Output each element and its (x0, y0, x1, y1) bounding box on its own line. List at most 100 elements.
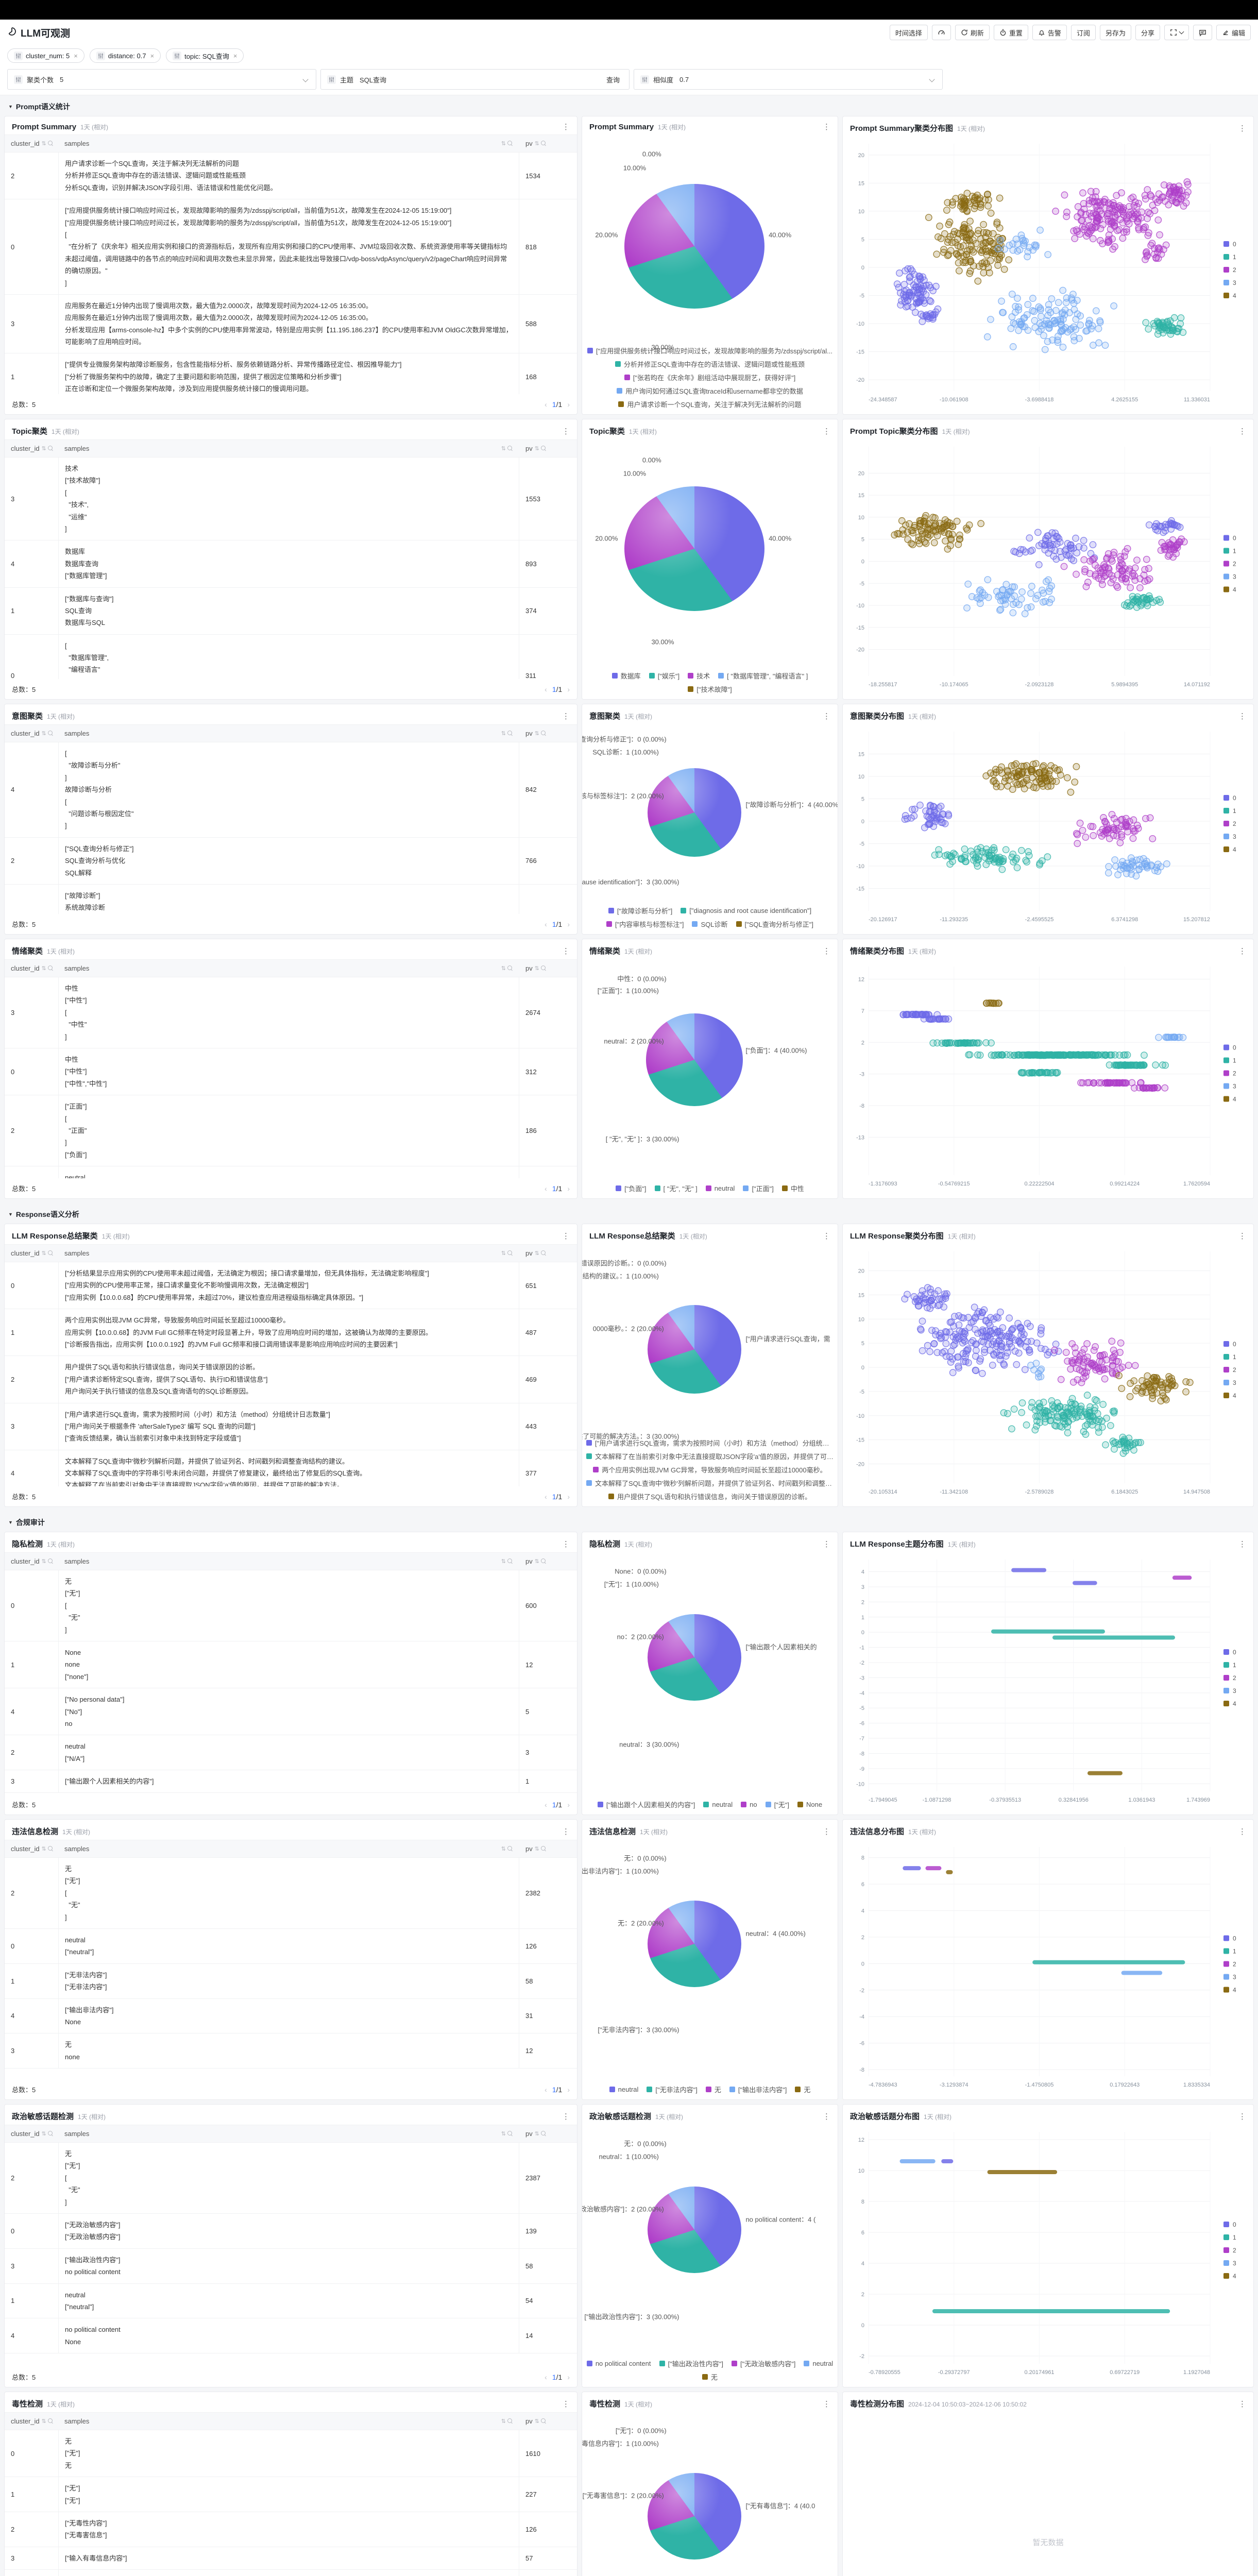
chart-legend-item[interactable]: 1 (1223, 1662, 1236, 1669)
search-icon[interactable] (507, 1250, 513, 1256)
legend-item[interactable]: ["输出非法内容"] (729, 2084, 787, 2094)
prev-page-icon[interactable]: ‹ (545, 920, 547, 928)
table-row[interactable]: 3 中性 ["中性"] [ "中性" ] 2674 (5, 977, 577, 1048)
chart-legend-item[interactable]: 2 (1223, 1366, 1236, 1374)
legend-item[interactable]: ["无非法内容"] (647, 2084, 698, 2094)
toolbar-button-另存为[interactable]: 另存为 (1099, 25, 1131, 40)
table-row[interactable]: 0 ["无政治敏感内容"] ["无政治敏感内容"] 139 (5, 2213, 577, 2249)
next-page-icon[interactable]: › (567, 1800, 570, 1809)
toolbar-button-编辑[interactable]: 编辑 (1216, 25, 1251, 40)
kebab-menu-icon[interactable]: ⋮ (1238, 427, 1246, 436)
table-row[interactable]: 3 ["用户请求进行SQL查询，需求为按照时间（小时）和方法（method）分组统… (5, 1403, 577, 1450)
table-row[interactable]: 4 no political content None 14 (5, 2318, 577, 2354)
filter-chip-2[interactable]: topic: SQL查询 × (166, 48, 244, 63)
prev-page-icon[interactable]: ‹ (545, 1492, 547, 1501)
search-icon[interactable] (540, 2131, 547, 2137)
table-row[interactable]: 2 ["正面"] [ "正面" ] ["负面"] 186 (5, 1095, 577, 1167)
search-button[interactable]: 查询 (606, 76, 620, 84)
kebab-menu-icon[interactable]: ⋮ (823, 123, 830, 131)
kebab-menu-icon[interactable]: ⋮ (562, 2112, 570, 2121)
chart-legend-item[interactable]: 3 (1223, 2260, 1236, 2267)
legend-item[interactable]: ["无"] (765, 1800, 789, 1809)
sort-icon[interactable]: ⇅ (534, 141, 539, 147)
sort-icon[interactable]: ⇅ (501, 1558, 506, 1565)
legend-item[interactable]: 数据库 (611, 671, 641, 681)
search-icon[interactable] (540, 1846, 547, 1852)
legend-item[interactable]: 文本解释了SQL查询中'微秒'列解析问题，并提供了验证列名、时间戳列和调整查..… (586, 1478, 834, 1488)
search-icon[interactable] (47, 2418, 54, 2424)
legend-item[interactable]: ["技术故障"] (688, 684, 732, 694)
sort-icon[interactable]: ⇅ (41, 1846, 46, 1852)
chart-legend-item[interactable]: 4 (1223, 2273, 1236, 2280)
sort-icon[interactable]: ⇅ (534, 1846, 539, 1852)
table-row[interactable]: 3 ["输出政治性内容"] no political content 58 (5, 2248, 577, 2284)
sort-icon[interactable]: ⇅ (501, 446, 506, 452)
legend-item[interactable]: ["SQL查询分析与修正"] (736, 919, 813, 929)
search-icon[interactable] (507, 1558, 513, 1564)
kebab-menu-icon[interactable]: ⋮ (562, 1827, 570, 1836)
table-row[interactable]: 1 ["无非法内容"] ["无非法内容"] 58 (5, 1963, 577, 1999)
toolbar-button-gauge[interactable] (931, 25, 951, 40)
close-icon[interactable]: × (74, 52, 78, 60)
sort-icon[interactable]: ⇅ (534, 446, 539, 452)
chart-legend-item[interactable]: 4 (1223, 586, 1236, 594)
toolbar-button-订阅[interactable]: 订阅 (1070, 25, 1096, 40)
chart-legend-item[interactable]: 0 (1223, 794, 1236, 802)
legend-item[interactable]: 无 (702, 2372, 718, 2382)
kebab-menu-icon[interactable]: ⋮ (823, 1540, 830, 1549)
sort-icon[interactable]: ⇅ (41, 446, 46, 452)
chart-legend-item[interactable]: 4 (1223, 846, 1236, 853)
chart-legend-item[interactable]: 0 (1223, 1649, 1236, 1656)
search-icon[interactable] (507, 2131, 513, 2137)
legend-item[interactable]: 用户询问如何通过SQL查询traceId和username都非空的数据 (617, 386, 803, 396)
chart-legend-item[interactable]: 3 (1223, 573, 1236, 581)
legend-item[interactable]: ["用户请求进行SQL查询，需求为按照时间（小时）和方法（method）分组统计… (586, 1438, 834, 1448)
search-icon[interactable] (540, 1558, 547, 1564)
chart-legend-item[interactable]: 2 (1223, 820, 1236, 827)
filter-input-主题[interactable]: 主题 SQL查询 查询 (320, 69, 630, 90)
kebab-menu-icon[interactable]: ⋮ (1238, 947, 1246, 956)
search-icon[interactable] (540, 731, 547, 736)
legend-item[interactable]: neutral (609, 2084, 638, 2094)
sort-icon[interactable]: ⇅ (501, 2418, 506, 2425)
search-icon[interactable] (540, 141, 547, 146)
table-row[interactable]: 3 ["输出跟个人因素相关的内容"] 1 (5, 1770, 577, 1793)
chart-legend-item[interactable]: 3 (1223, 1974, 1236, 1981)
table-row[interactable]: 3["故障诊断"] 系统故障诊断 [ "SQL查询诊断", "错误定位" ]32… (5, 884, 577, 914)
chart-legend-item[interactable]: 0 (1223, 1935, 1236, 1942)
sort-icon[interactable]: ⇅ (41, 1250, 46, 1257)
chart-legend-item[interactable]: 0 (1223, 2221, 1236, 2228)
chart-legend-item[interactable]: 2 (1223, 1961, 1236, 1968)
next-page-icon[interactable]: › (567, 1184, 570, 1193)
sort-icon[interactable]: ⇅ (534, 1558, 539, 1565)
legend-item[interactable]: 用户提供了SQL语句和执行错误信息，询问关于错误原因的诊断。 (608, 1492, 811, 1501)
prev-page-icon[interactable]: ‹ (545, 1184, 547, 1193)
search-icon[interactable] (47, 141, 54, 146)
sort-icon[interactable]: ⇅ (501, 1846, 506, 1852)
chart-legend-item[interactable]: 2 (1223, 1674, 1236, 1682)
chart-legend-item[interactable]: 3 (1223, 1083, 1236, 1090)
toolbar-button-告警[interactable]: 告警 (1032, 25, 1067, 40)
kebab-menu-icon[interactable]: ⋮ (823, 712, 830, 721)
chart-legend-item[interactable]: 2 (1223, 561, 1236, 568)
table-row[interactable]: 1 None none ["none"] 12 (5, 1641, 577, 1689)
kebab-menu-icon[interactable]: ⋮ (823, 2112, 830, 2121)
kebab-menu-icon[interactable]: ⋮ (823, 2400, 830, 2409)
search-icon[interactable] (540, 2418, 547, 2424)
table-row[interactable]: 1 ["提供专业微服务架构故障诊断服务，包含性能指标分析、服务依赖链路分析、异常传… (5, 353, 577, 394)
search-icon[interactable] (47, 446, 54, 451)
table-row[interactable]: 0 中性 ["中性"] ["中性","中性"] 312 (5, 1048, 577, 1096)
chart-legend-item[interactable]: 2 (1223, 266, 1236, 274)
table-row[interactable]: 4 ["No personal data"] ["No"] no 5 (5, 1688, 577, 1736)
search-icon[interactable] (47, 1558, 54, 1564)
table-row[interactable]: 4 数据库 数据库查询 ["数据库管理"] 893 (5, 540, 577, 588)
kebab-menu-icon[interactable]: ⋮ (1238, 1827, 1246, 1836)
search-icon[interactable] (507, 1846, 513, 1852)
legend-item[interactable]: neutral (804, 2359, 833, 2368)
close-icon[interactable]: × (150, 52, 155, 60)
chart-legend-item[interactable]: 1 (1223, 253, 1236, 261)
sort-icon[interactable]: ⇅ (534, 2131, 539, 2137)
